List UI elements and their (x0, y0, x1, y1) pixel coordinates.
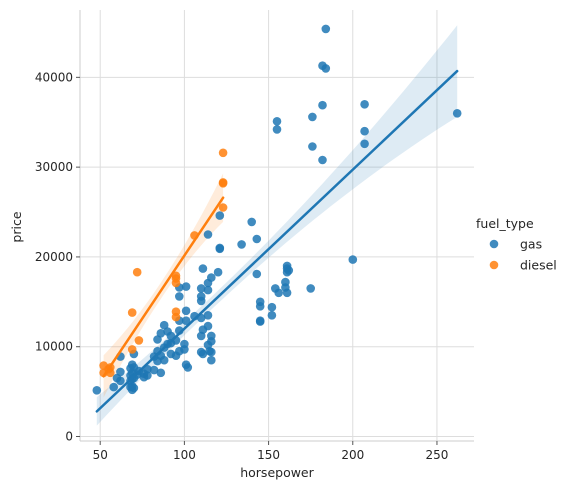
gas-data-point (308, 112, 317, 122)
gas-data-point (149, 365, 159, 375)
legend-label-gas: gas (520, 237, 542, 252)
gas-data-point (281, 277, 290, 287)
diesel-data-point (218, 178, 228, 187)
gas-data-point (360, 126, 369, 136)
gas-data-point (274, 288, 284, 298)
gas-data-point (159, 355, 169, 365)
diesel-data-point (218, 148, 228, 158)
axes (79, 10, 474, 442)
gas-data-point (255, 316, 265, 326)
legend-title: fuel_type (476, 216, 534, 231)
gas-data-point (306, 284, 316, 293)
gas-data-point (252, 234, 262, 244)
gas-data-point (318, 155, 327, 165)
gas-data-point (207, 331, 216, 341)
x-tick-label: 50 (93, 448, 108, 462)
gas-data-point (129, 383, 139, 393)
diesel-data-point (127, 308, 137, 317)
y-tick-labels: 0 10000 20000 30000 40000 (35, 70, 80, 444)
gas-data-point (143, 371, 152, 380)
gas-data-point (181, 306, 191, 316)
gas-data-point (255, 297, 265, 307)
x-tick-label: 200 (341, 448, 364, 462)
regression-lines (95, 69, 459, 413)
gas-data-point (267, 311, 277, 320)
gas-data-point (116, 367, 125, 377)
gas-data-point (348, 255, 358, 264)
gas-data-point (282, 288, 292, 298)
gas-data-point (318, 100, 327, 110)
gas-data-point (181, 316, 191, 326)
gas-data-point (203, 285, 213, 295)
gas-data-point (156, 329, 166, 338)
legend-label-diesel: diesel (520, 258, 557, 273)
gas-data-point (175, 292, 184, 301)
gas-data-point (203, 311, 213, 320)
diesel-data-point (218, 203, 228, 212)
diesel-regression-line (102, 196, 225, 378)
gas-data-point (267, 302, 277, 312)
gas-data-point (360, 139, 369, 149)
diesel-data-point (171, 312, 181, 322)
y-tick-label: 40000 (35, 70, 73, 84)
gas-data-point (156, 368, 166, 378)
gas-data-point (215, 244, 225, 254)
gas-data-point (180, 339, 189, 349)
gas-data-point (203, 321, 213, 331)
legend: fuel_type gas diesel (476, 216, 557, 273)
gas-data-point (215, 211, 225, 220)
gas-data-point (237, 240, 246, 249)
gas-data-point (321, 64, 331, 73)
y-tick-label: 0 (65, 430, 73, 444)
gas-data-point (360, 100, 369, 109)
gas-data-point (207, 355, 216, 365)
gas-data-point (247, 217, 256, 227)
gas-data-point (284, 266, 294, 275)
diesel-data-point (134, 336, 144, 345)
grid-lines (80, 10, 474, 441)
x-axis-label: horsepower (240, 465, 314, 480)
gas-data-point (213, 267, 223, 277)
gas-data-point (272, 117, 282, 126)
diesel-data-point (171, 271, 181, 281)
gas-data-point (109, 382, 118, 392)
gas-data-point (181, 282, 191, 291)
diesel-data-point (132, 267, 142, 277)
gas-data-point (92, 386, 102, 395)
y-tick-label: 10000 (35, 340, 73, 354)
gas-data-point (198, 264, 208, 273)
gas-data-point (252, 269, 262, 279)
gas-data-point (198, 349, 208, 359)
gas-data-point (272, 125, 282, 134)
legend-marker-gas (489, 239, 499, 249)
y-tick-label: 30000 (35, 160, 73, 174)
gas-data-point (196, 284, 206, 293)
gas-data-point (196, 292, 206, 301)
gas-data-point (308, 142, 317, 151)
x-tick-label: 150 (257, 448, 280, 462)
y-tick-label: 20000 (35, 250, 73, 264)
x-tick-label: 250 (426, 448, 449, 462)
legend-items: gas diesel (489, 237, 557, 273)
y-axis-label: price (9, 211, 24, 242)
legend-marker-diesel (489, 260, 499, 270)
gas-data-point (159, 320, 169, 330)
gas-data-point (452, 109, 462, 118)
gas-regression-line (95, 69, 459, 413)
gas-data-point (183, 363, 193, 372)
x-tick-label: 100 (173, 448, 196, 462)
x-tick-labels: 50 100 150 200 250 (93, 441, 449, 462)
diesel-data-point (127, 345, 137, 354)
gas-data-point (207, 273, 216, 282)
gas-data-point (116, 376, 125, 386)
gas-data-point (321, 24, 331, 34)
gas-data-point (207, 347, 216, 357)
gas-data-point (203, 230, 213, 239)
